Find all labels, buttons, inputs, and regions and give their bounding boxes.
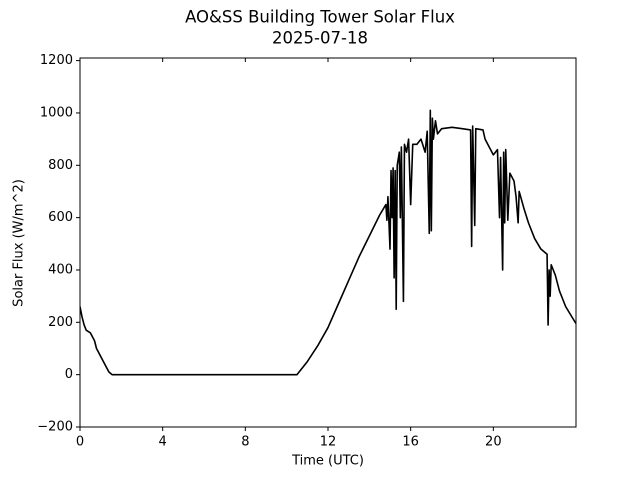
y-axis-label: Solar Flux (W/m^2)	[12, 179, 27, 307]
y-tick-label: 200	[48, 315, 73, 330]
x-tick-label: 8	[241, 435, 249, 450]
x-axis-label: Time (UTC)	[291, 454, 364, 469]
x-tick-label: 4	[159, 435, 167, 450]
x-tick-label: 20	[485, 435, 502, 450]
chart-subtitle: 2025-07-18	[272, 29, 368, 48]
plot-frame	[79, 57, 577, 428]
x-tick-label: 12	[320, 435, 337, 450]
y-tick-label: −200	[37, 420, 73, 435]
y-tick-label: 1000	[40, 105, 73, 120]
x-tick-label: 16	[402, 435, 419, 450]
y-tick-label: 800	[48, 158, 73, 173]
chart-title: AO&SS Building Tower Solar Flux	[185, 8, 455, 27]
y-tick-label: 400	[48, 262, 73, 277]
data-line	[80, 109, 576, 376]
y-tick-label: 600	[48, 210, 73, 225]
y-tick-label: 0	[65, 367, 73, 382]
y-tick-label: 1200	[40, 53, 73, 68]
x-tick-label: 0	[76, 435, 84, 450]
